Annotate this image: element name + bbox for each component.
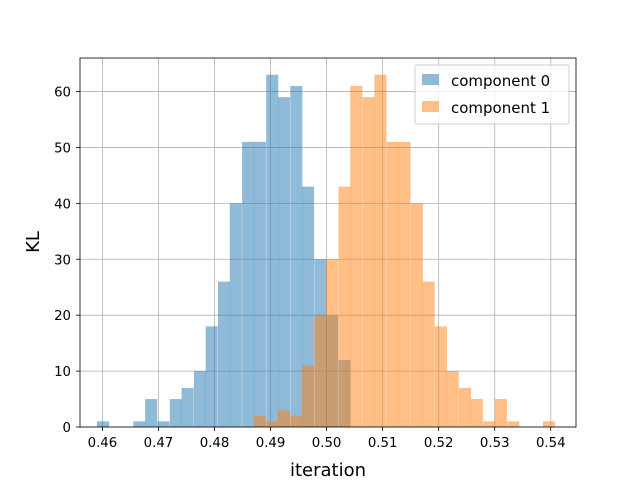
histogram-bar-component-1 [507,421,520,427]
histogram-bar-component-1 [302,365,315,427]
histogram-bar-component-1 [434,326,447,427]
histogram-bar-component-0 [218,281,231,427]
histogram-bar-component-1 [446,371,459,427]
histogram-bar-component-1 [266,421,279,427]
histogram-bar-component-1 [410,203,423,427]
histogram-bar-component-1 [314,315,327,427]
histogram-bar-component-0 [181,387,194,427]
x-tick-label: 0.50 [312,436,342,451]
histogram-bar-component-0 [277,97,291,428]
histogram-bar-component-1 [470,399,483,427]
histogram-bar-component-0 [242,141,255,427]
histogram-bar-component-0 [229,203,242,427]
x-tick-label: 0.51 [368,436,398,451]
histogram-bar-component-1 [338,186,351,427]
y-tick-label: 30 [54,253,71,268]
legend-swatch-component-0 [422,74,439,85]
histogram-bar-component-1 [253,415,266,427]
y-tick-label: 20 [54,309,71,324]
histogram-bar-component-1 [459,387,472,427]
y-tick-label: 50 [54,141,71,156]
y-tick-label: 0 [63,421,71,436]
histogram-bar-component-1 [386,141,399,427]
histogram-bar-component-1 [326,259,339,427]
histogram-bar-component-0 [193,371,206,427]
legend-label-component-0: component 0 [451,72,550,90]
bars [96,74,556,428]
x-tick-label: 0.49 [256,436,286,451]
x-tick-label: 0.54 [536,436,566,451]
legend-frame [414,64,570,125]
x-axis-label: iteration [290,460,366,480]
histogram-bar-component-1 [483,421,496,427]
y-tick-label: 10 [54,365,71,380]
plot-frame [79,57,577,428]
histogram-bar-component-1 [290,415,303,427]
legend-label-component-1: component 1 [451,99,550,117]
histogram-bar-component-0 [205,326,218,427]
histogram-bar-component-1 [374,74,387,427]
histogram-bar-component-1 [543,421,556,427]
histogram-bar-component-1 [398,141,411,427]
x-tick-label: 0.53 [480,436,510,451]
histogram-bar-component-1 [350,85,363,428]
histogram-bar-component-0 [133,421,146,427]
histogram-bar-component-0 [290,85,303,428]
histogram-bar-component-0 [145,399,158,427]
x-tick-label: 0.46 [88,436,118,451]
y-tick-label: 40 [54,197,71,212]
histogram-bar-component-0 [169,399,182,427]
histogram-bar-component-1 [494,399,507,427]
histogram-bar-component-1 [362,97,375,428]
x-tick-label: 0.48 [200,436,230,451]
y-axis-label: KL [23,231,44,253]
legend: component 0 component 1 [414,64,570,125]
legend-swatch-component-1 [422,101,439,112]
histogram-bar-component-0 [157,421,170,427]
histogram-bar-component-1 [422,281,435,427]
x-tick-label: 0.52 [424,436,454,451]
histogram-bar-component-0 [266,74,279,427]
histogram-bar-component-0 [253,141,266,427]
y-tick-label: 60 [54,86,71,101]
histogram-bar-component-1 [277,410,291,427]
histogram-bar-component-0 [96,421,110,427]
ticks: 0.46 0.47 0.48 0.49 0.50 0.51 0.52 0.53 0.54 0 10 2… [54,86,566,451]
x-tick-label: 0.47 [144,436,174,451]
